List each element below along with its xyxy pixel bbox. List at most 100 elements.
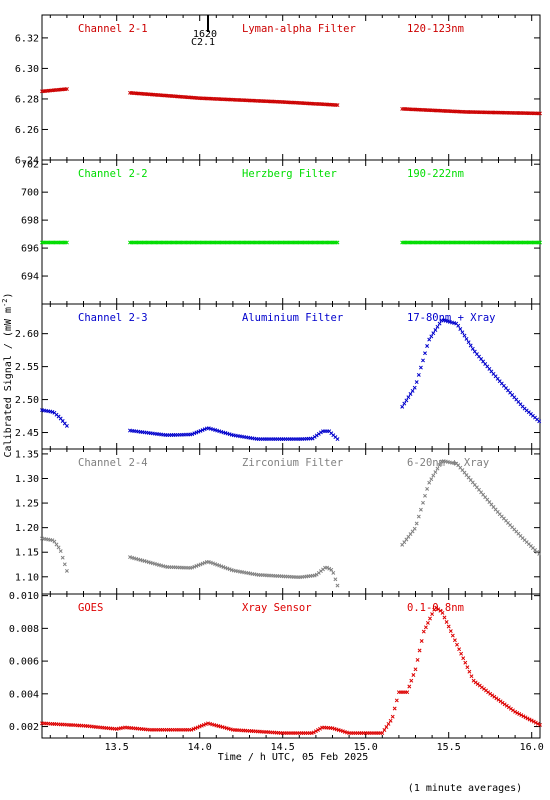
data-point <box>527 717 532 722</box>
data-point <box>392 706 397 711</box>
series-points <box>40 605 542 736</box>
footnote: (1 minute averages) <box>408 783 522 794</box>
data-point <box>467 669 472 674</box>
data-point <box>448 629 453 634</box>
panel-filter-label: Herzberg Filter <box>242 168 337 180</box>
flare-marker-time: 1620 <box>193 29 217 40</box>
panel-band-label: 6-20nm + Xray <box>407 457 489 469</box>
data-point <box>325 565 330 570</box>
data-point <box>463 660 468 665</box>
y-tick-label: 2.55 <box>15 362 39 373</box>
panel-band-label: 17-80nm + Xray <box>407 312 496 324</box>
data-point <box>407 684 412 689</box>
data-point <box>400 404 405 409</box>
data-point <box>431 331 436 336</box>
panel-3: 2.45 2.50 2.55 2.60 Channel 2-3 Aluminium Fil… <box>15 303 542 450</box>
data-point <box>331 570 336 575</box>
data-point <box>200 561 205 566</box>
y-tick-label: 1.15 <box>15 548 39 559</box>
y-axis-title-main: Calibrated Signal / (mW m <box>3 307 14 458</box>
data-point <box>335 583 340 588</box>
data-point <box>468 343 473 348</box>
x-tick-label: 14.0 <box>188 742 212 753</box>
data-point <box>189 727 194 732</box>
panel-frame <box>41 303 541 450</box>
panel-channel-label: Channel 2-3 <box>78 312 148 324</box>
data-point <box>335 437 340 442</box>
data-point <box>410 388 415 393</box>
data-point <box>408 392 413 396</box>
data-point <box>457 647 462 652</box>
panel-frame <box>41 159 541 305</box>
data-point <box>538 111 542 116</box>
y-tick-label: 694 <box>21 272 39 283</box>
panel-2: 694 696 698 700 702 Channel 2-2 Herzberg Filte… <box>21 159 542 305</box>
y-tick-label: 0.004 <box>9 689 39 700</box>
y-tick-label: 0.006 <box>9 657 39 668</box>
data-point <box>388 718 393 723</box>
data-point <box>195 725 200 730</box>
data-point <box>460 330 465 335</box>
y-tick-label: 6.28 <box>15 94 39 105</box>
data-point <box>64 423 69 428</box>
data-point <box>452 638 457 643</box>
data-point <box>409 678 414 683</box>
data-point <box>421 500 425 505</box>
data-point <box>470 346 475 351</box>
panel-channel-label: Channel 2-4 <box>78 457 148 469</box>
data-point <box>201 722 206 727</box>
y-axis-title-close: ) <box>3 293 14 299</box>
data-point <box>64 240 69 245</box>
data-point <box>437 321 442 326</box>
data-point <box>427 480 432 485</box>
panel-frame <box>41 448 541 595</box>
panel-frame <box>41 593 541 739</box>
data-point <box>444 620 449 624</box>
data-point <box>435 324 440 329</box>
data-point <box>318 430 323 435</box>
data-point <box>198 562 203 567</box>
data-point <box>406 395 411 400</box>
data-point <box>217 563 222 568</box>
data-point <box>415 657 420 662</box>
data-point <box>411 673 416 677</box>
data-point <box>459 651 464 656</box>
data-point <box>197 724 202 729</box>
panel-band-label: 190-222nm <box>407 168 464 180</box>
flare-marker-class: C2.1 <box>191 37 215 48</box>
data-point <box>440 610 445 615</box>
x-tick-label: 15.5 <box>437 742 461 753</box>
y-tick-label: 1.25 <box>15 499 39 510</box>
data-point <box>190 432 195 437</box>
y-tick-label: 1.10 <box>15 572 39 583</box>
y-tick-label: 1.35 <box>15 449 39 460</box>
y-tick-label: 0.002 <box>9 722 39 733</box>
data-point <box>419 639 424 643</box>
y-tick-label: 698 <box>21 216 39 227</box>
data-point <box>421 629 426 634</box>
y-axis-title: Calibrated Signal / (mW m-2) <box>1 293 14 458</box>
data-point <box>423 493 427 498</box>
data-point <box>412 385 417 390</box>
data-point <box>60 555 65 560</box>
data-point <box>384 725 389 729</box>
data-point <box>190 565 195 570</box>
data-point <box>202 427 207 432</box>
y-tick-label: 1.20 <box>15 523 39 534</box>
data-point <box>529 718 534 723</box>
data-point <box>56 545 61 550</box>
y-tick-label: 2.60 <box>15 329 39 340</box>
data-point <box>412 526 417 531</box>
data-point <box>390 714 395 719</box>
data-point <box>382 728 387 732</box>
panel-channel-label: GOES <box>78 602 103 614</box>
data-point <box>404 398 409 403</box>
y-tick-label: 702 <box>21 160 39 171</box>
data-point <box>466 340 471 345</box>
data-point <box>211 561 215 566</box>
panel-channel-label: Channel 2-1 <box>78 23 148 35</box>
data-point <box>316 728 320 732</box>
data-point <box>464 336 469 341</box>
data-point <box>531 719 536 724</box>
